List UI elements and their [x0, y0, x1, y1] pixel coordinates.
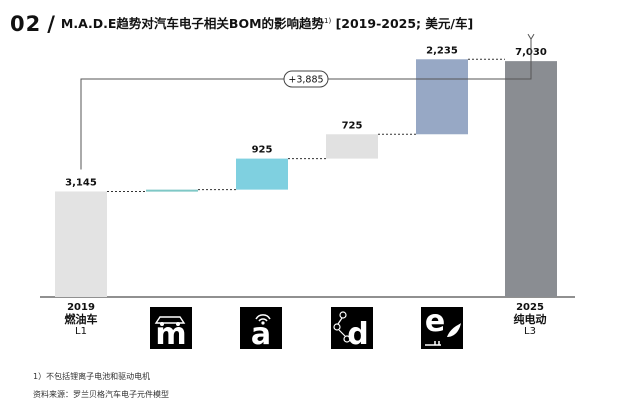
total-change-arrowhead [527, 33, 535, 41]
nodes-graph-icon [333, 311, 351, 343]
section-number: 02 [10, 12, 42, 36]
icon-e-letter: e [424, 304, 446, 339]
total-change-label: +3,885 [288, 75, 323, 86]
x-label-start-level: L1 [75, 326, 87, 337]
ev-plug-leaf-icon: e [421, 307, 463, 349]
bar-end [505, 61, 557, 297]
bar-a [236, 158, 288, 190]
chart-header: 02/ M.A.D.E趋势对汽车电子相关BOM的影响趋势1) [2019-2025… [10, 12, 473, 40]
x-label-end-name: 纯电动 [513, 313, 547, 326]
bar-d [326, 134, 378, 159]
connected-car-icon: m [150, 307, 192, 352]
chart-title-main: M.A.D.E趋势对汽车电子相关BOM的影响趋势 [60, 16, 325, 31]
value-label-d: 725 [342, 120, 363, 131]
total-change-badge [283, 70, 329, 88]
bar-e [416, 59, 468, 135]
footnote-1: 1）不包括锂离子电池和驱动电机 [33, 372, 151, 381]
chart-title-footnote-marker: 1) [324, 16, 332, 25]
x-label-start: 2019 燃油车 L1 [41, 302, 121, 338]
x-label-start-name: 燃油车 [64, 313, 98, 326]
x-label-end-level: L3 [524, 326, 536, 337]
wireless-signal-icon: a [240, 307, 282, 352]
section-separator: / [47, 12, 55, 36]
bar-m [146, 189, 198, 192]
x-label-end: 2025 纯电动 L3 [490, 302, 570, 338]
value-label-a: 925 [252, 145, 273, 156]
icon-d-letter: d [347, 317, 369, 352]
signal-waves-icon [255, 314, 271, 325]
value-label-e: 2,235 [426, 45, 458, 56]
bar-start [55, 191, 107, 297]
car-outline-icon [154, 316, 186, 326]
value-label-start: 3,145 [65, 177, 97, 188]
x-label-start-year: 2019 [67, 302, 95, 313]
chart-title: M.A.D.E趋势对汽车电子相关BOM的影响趋势1) [2019-2025; 美… [61, 16, 473, 31]
footnote-source: 资料来源：罗兰贝格汽车电子元件模型 [33, 390, 169, 399]
icon-m-letter: m [155, 317, 187, 352]
chart-title-suffix: [2019-2025; 美元/车] [335, 16, 474, 31]
plug-leaf-icon [425, 323, 461, 346]
network-nodes-icon: d [331, 307, 373, 352]
icon-a-letter: a [250, 317, 272, 352]
x-label-end-year: 2025 [516, 302, 544, 313]
